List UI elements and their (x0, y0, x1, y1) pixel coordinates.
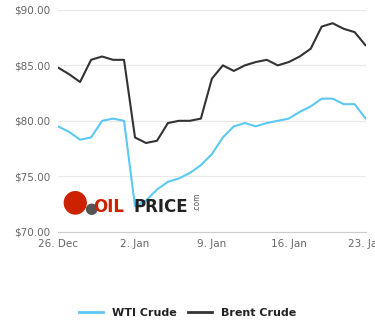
Text: OIL: OIL (93, 198, 124, 216)
Text: PRICE: PRICE (134, 198, 188, 216)
Text: ●: ● (61, 187, 88, 216)
Legend: WTI Crude, Brent Crude: WTI Crude, Brent Crude (74, 303, 301, 322)
Text: ●: ● (84, 201, 98, 216)
Text: .com: .com (192, 192, 201, 211)
